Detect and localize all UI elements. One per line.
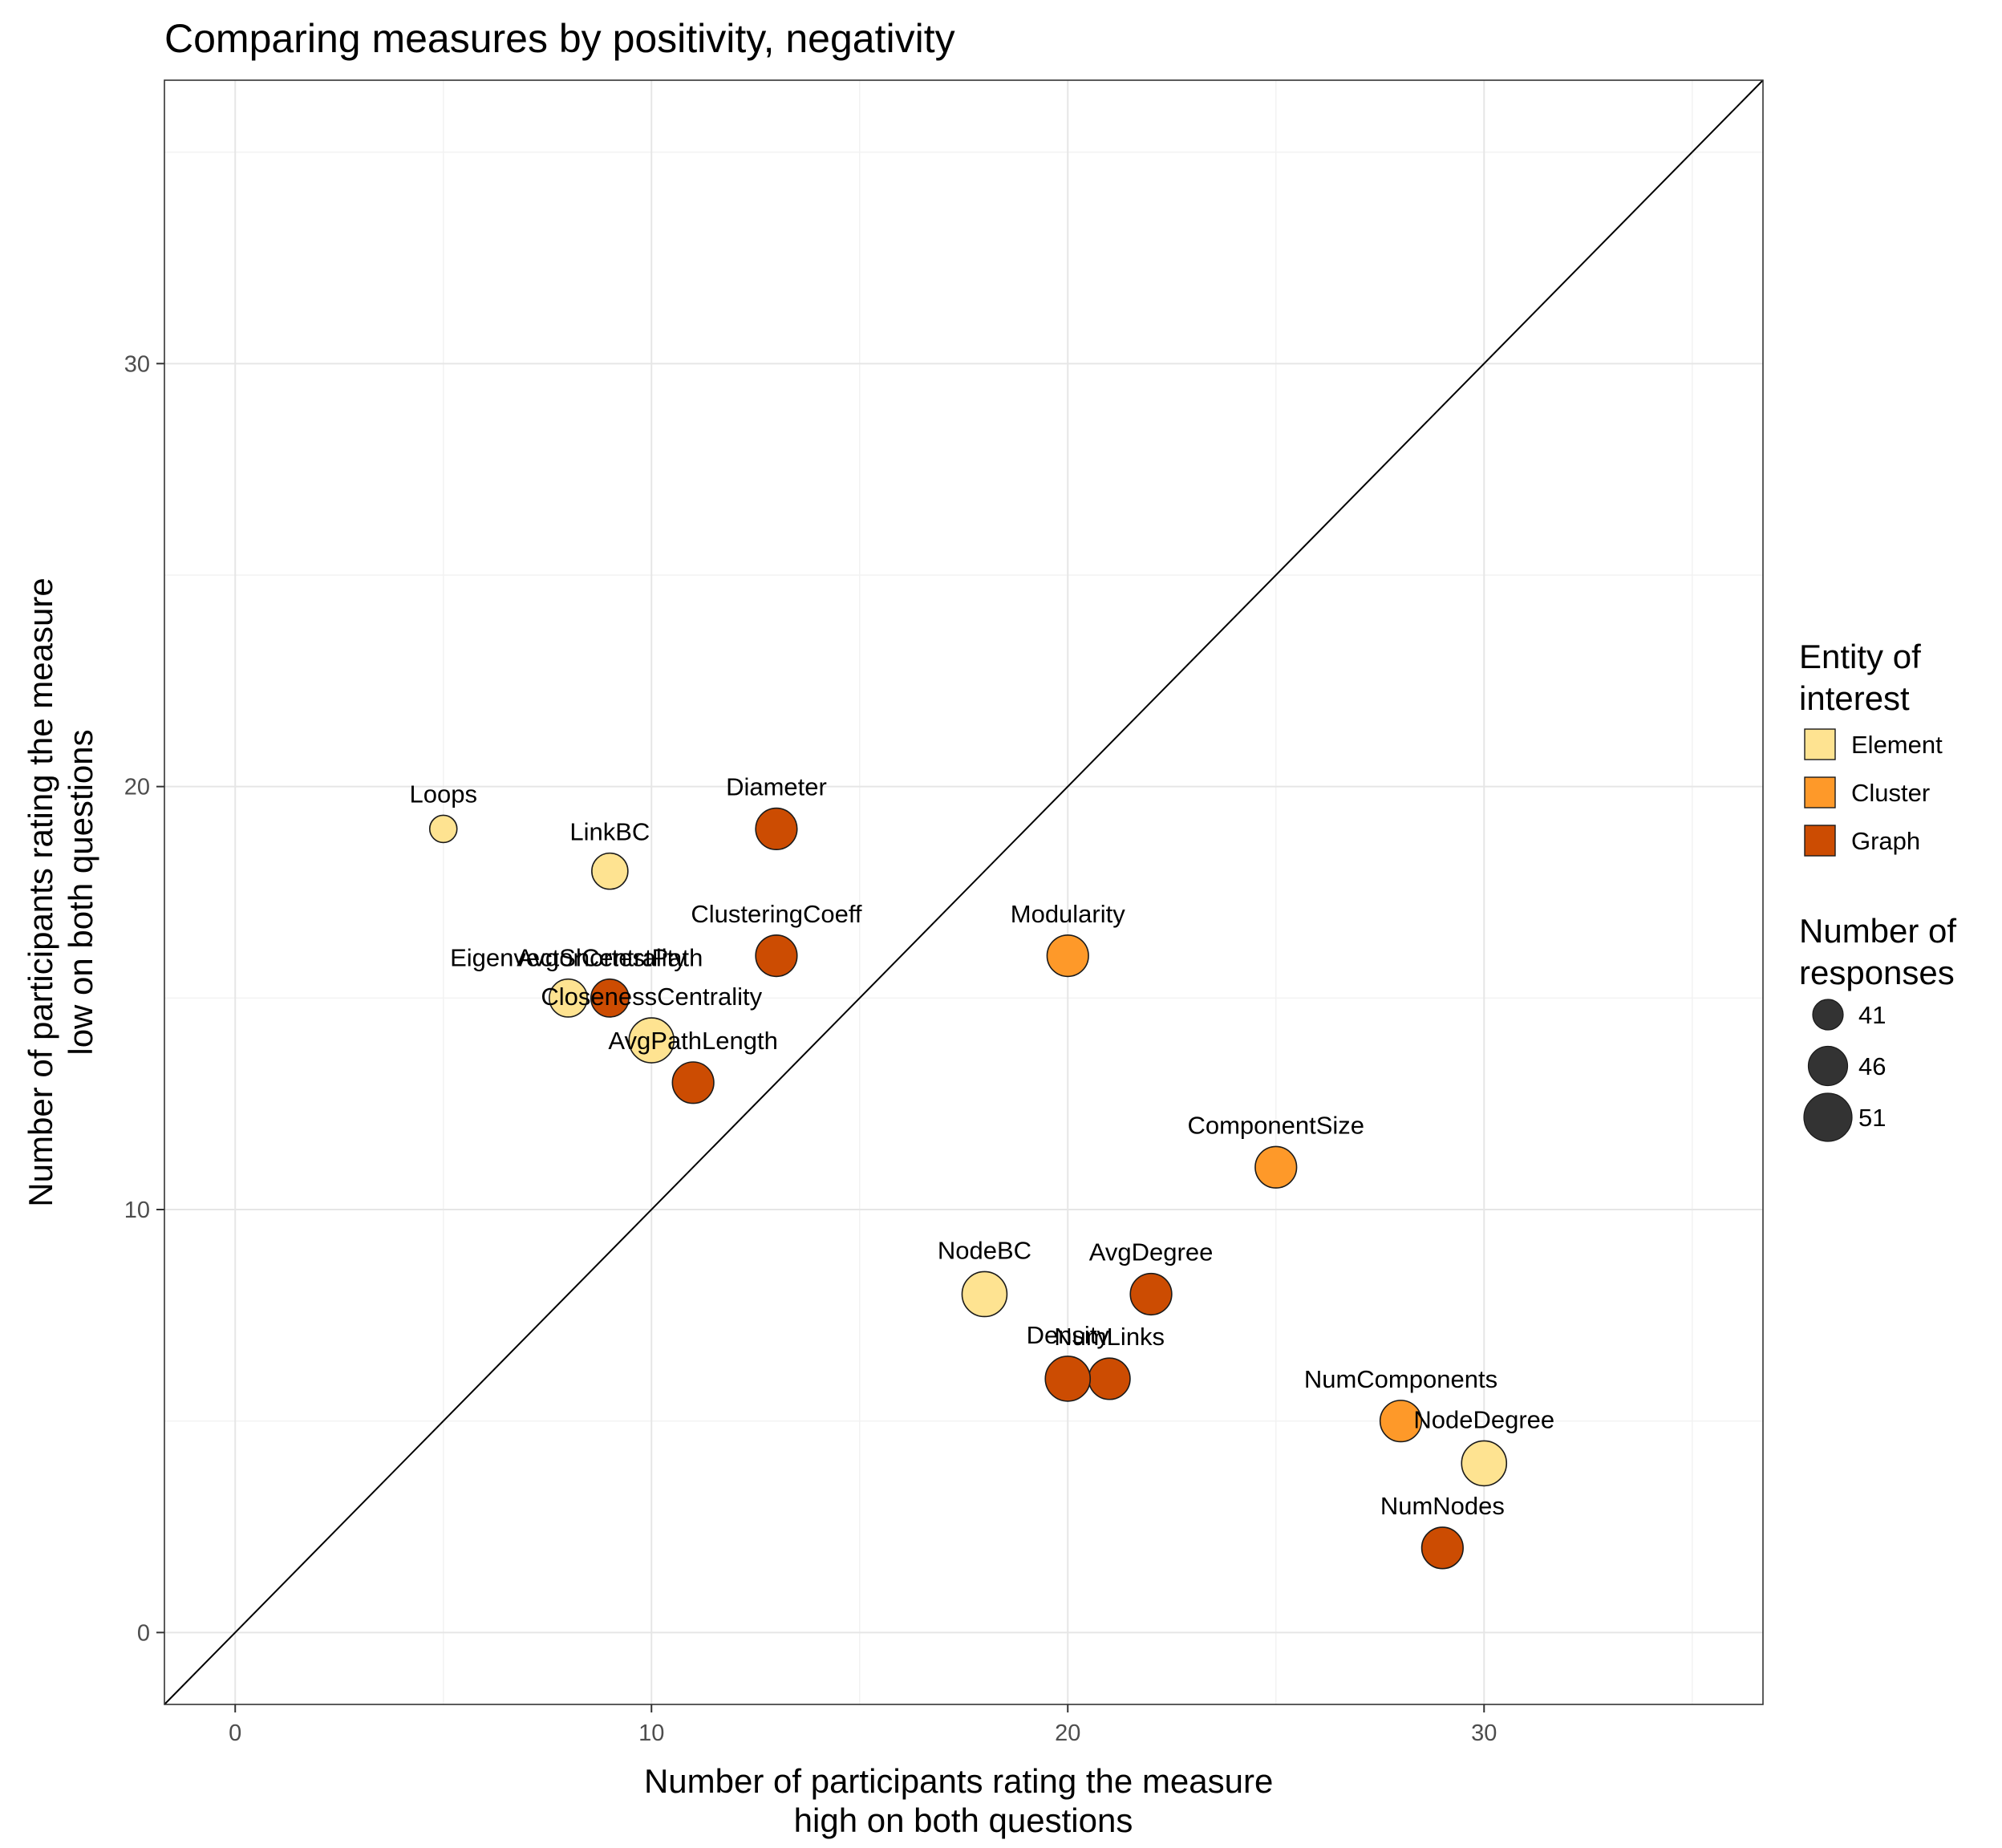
label-closenesscentrality: ClosenessCentrality xyxy=(541,983,762,1011)
legend-fill-title: Entity of interest xyxy=(1799,638,1921,717)
label-modularity: Modularity xyxy=(1011,900,1125,928)
x-tick-label: 30 xyxy=(1471,1720,1497,1746)
y-axis-title: Number of participants rating the measur… xyxy=(22,578,59,1206)
label-avgdegree: AvgDegree xyxy=(1089,1238,1214,1266)
label-clusteringcoeff: ClusteringCoeff xyxy=(691,900,861,928)
point-modularity xyxy=(1046,934,1089,978)
legend-size-label-51: 51 xyxy=(1858,1104,1886,1132)
legend-size-title-line: responses xyxy=(1799,954,1955,991)
x-tick-label: 10 xyxy=(638,1720,664,1746)
x-axis-ticks: 0 10 20 30 xyxy=(229,1704,1497,1746)
y-tick-label: 20 xyxy=(124,775,150,800)
point-avgpathlength xyxy=(671,1061,715,1104)
legend-fill-title-line: interest xyxy=(1799,679,1910,717)
point-clusteringcoeff xyxy=(755,934,798,978)
x-tick-label: 0 xyxy=(229,1720,241,1746)
identity-reference-line xyxy=(164,79,1764,1705)
x-tick-label: 20 xyxy=(1055,1720,1080,1746)
legend-size-title: Number of responses xyxy=(1799,912,1956,991)
point-avgshortestpath xyxy=(590,978,630,1018)
label-numnodes: NumNodes xyxy=(1380,1492,1505,1520)
reference-line-layer xyxy=(164,79,1764,1705)
legend-size-title-line: Number of xyxy=(1799,912,1956,950)
legend-label-element: Element xyxy=(1851,731,1943,759)
label-eigenvectorcentrality: EigenvectorCentrality xyxy=(450,944,687,972)
legend-size-label-41: 41 xyxy=(1858,1001,1886,1029)
point-numcomponents xyxy=(1379,1400,1423,1443)
point-nodedegree xyxy=(1461,1440,1508,1487)
point-diameter xyxy=(755,807,798,850)
point-density xyxy=(1044,1356,1092,1402)
panel-border xyxy=(164,79,1764,1705)
point-closenesscentrality xyxy=(628,1017,675,1064)
legend-swatch-cluster xyxy=(1804,776,1836,808)
point-linkbc xyxy=(591,852,629,890)
legend-swatch-element xyxy=(1804,728,1836,760)
data-labels: Loops LinkBC Diameter ClusteringCoeff Modula… xyxy=(410,773,1555,1520)
plot-title: Comparing measures by positivity, negati… xyxy=(164,16,955,61)
label-numcomponents: NumComponents xyxy=(1304,1365,1497,1393)
label-nodebc: NodeBC xyxy=(938,1236,1031,1264)
legend-size-marker-46 xyxy=(1807,1045,1849,1087)
point-eigenvectorcentrality xyxy=(549,978,588,1018)
label-avgpathlength: AvgPathLength xyxy=(608,1027,777,1055)
label-diameter: Diameter xyxy=(726,773,827,801)
legend: Entity of interest Element Cluster Graph Numb… xyxy=(1799,638,1956,1142)
legend-swatch-graph xyxy=(1804,825,1836,857)
y-axis-title-line1: Number of participants rating the measur… xyxy=(22,578,59,1206)
label-componentsize: ComponentSize xyxy=(1187,1111,1364,1139)
point-loops xyxy=(428,814,458,844)
grid-lines xyxy=(164,80,1763,1704)
y-tick-label: 10 xyxy=(124,1198,150,1223)
label-linkbc: LinkBC xyxy=(569,818,650,846)
label-numlinks: NumLinks xyxy=(1054,1323,1165,1351)
legend-size-marker-41 xyxy=(1812,999,1844,1031)
point-numlinks xyxy=(1088,1357,1131,1400)
y-axis-title-second: low on both questions xyxy=(62,729,99,1055)
label-avgshortestpath: AvgShortestPath xyxy=(517,944,703,972)
point-numnodes xyxy=(1420,1526,1464,1570)
point-componentsize xyxy=(1254,1145,1298,1189)
legend-label-graph: Graph xyxy=(1851,827,1920,855)
point-nodebc xyxy=(961,1270,1008,1318)
x-axis-title-line2: high on both questions xyxy=(794,1801,1133,1839)
x-axis-title: Number of participants rating the measur… xyxy=(644,1762,1283,1839)
y-axis-title-line2: low on both questions xyxy=(62,729,99,1055)
label-density: Density xyxy=(1027,1321,1110,1349)
data-points xyxy=(428,807,1508,1570)
y-tick-label: 30 xyxy=(124,351,150,377)
legend-size-label-46: 46 xyxy=(1858,1052,1886,1080)
label-loops: Loops xyxy=(410,780,477,808)
y-tick-label: 0 xyxy=(137,1620,150,1646)
x-axis-title-line1: Number of participants rating the measur… xyxy=(644,1762,1273,1800)
point-avgdegree xyxy=(1129,1272,1173,1316)
y-axis-ticks: 0 10 20 30 xyxy=(124,351,164,1646)
legend-size-marker-51 xyxy=(1803,1092,1853,1142)
legend-label-cluster: Cluster xyxy=(1851,779,1930,807)
legend-fill-title-line: Entity of xyxy=(1799,638,1921,675)
label-nodedegree: NodeDegree xyxy=(1413,1405,1554,1433)
